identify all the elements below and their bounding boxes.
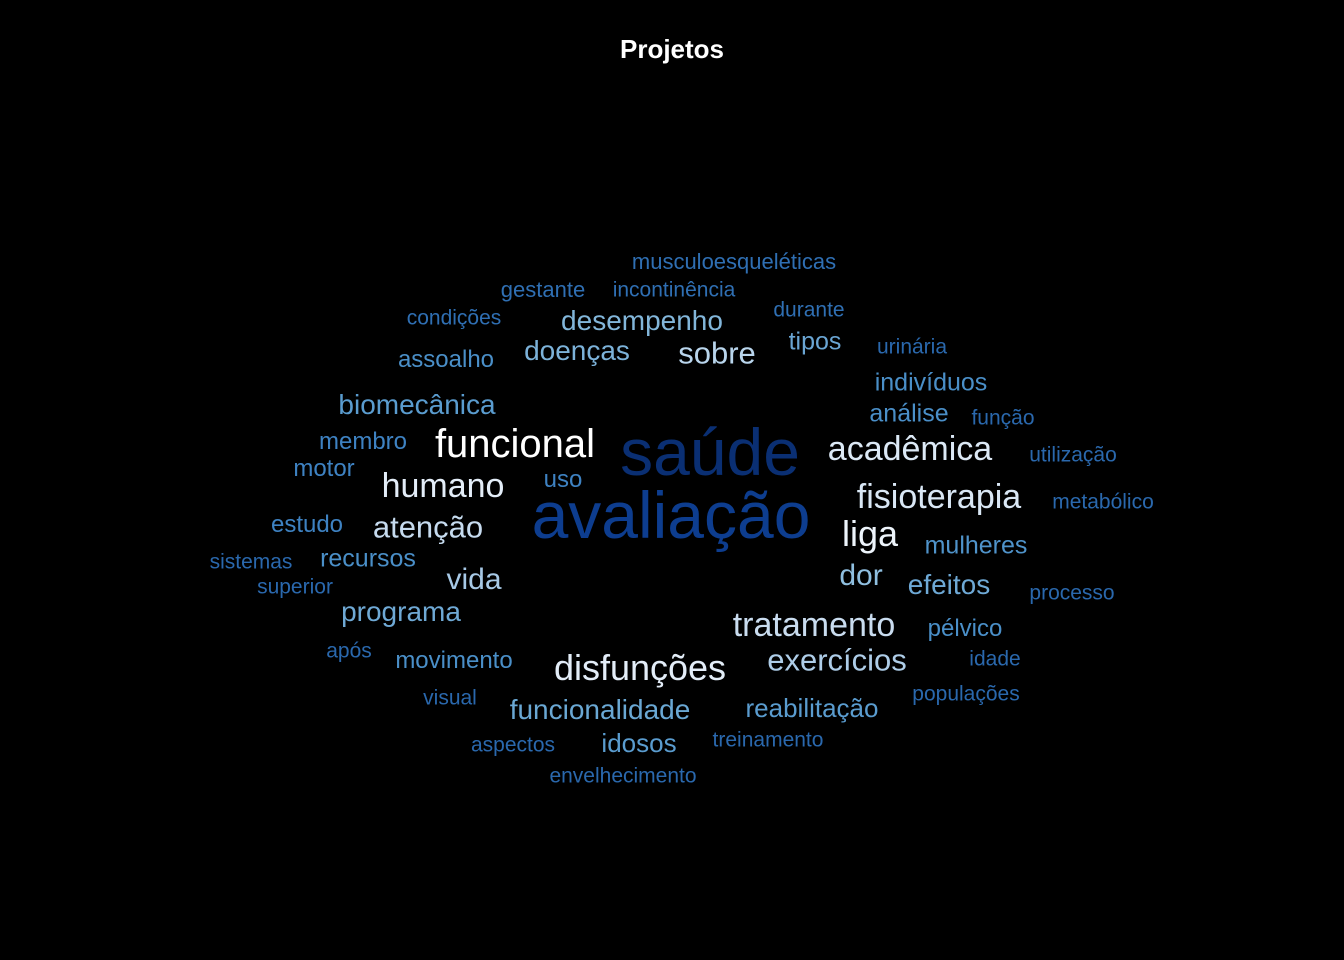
word-após: após	[326, 639, 372, 663]
word-efeitos: efeitos	[907, 569, 991, 600]
word-treinamento: treinamento	[712, 728, 824, 752]
word-membro: membro	[318, 428, 408, 455]
word-visual: visual	[423, 686, 477, 710]
word-vida: vida	[446, 563, 502, 596]
word-envelhecimento: envelhecimento	[549, 764, 697, 788]
word-movimento: movimento	[395, 647, 513, 674]
word-saúde: saúde	[620, 415, 800, 489]
word-indivíduos: indivíduos	[874, 368, 988, 397]
word-desempenho: desempenho	[561, 305, 723, 336]
word-musculoesqueléticas: musculoesqueléticas	[631, 249, 837, 274]
word-superior: superior	[257, 575, 333, 599]
word-assoalho: assoalho	[397, 346, 495, 373]
word-aspectos: aspectos	[470, 733, 556, 757]
word-incontinência: incontinência	[612, 278, 736, 302]
word-exercícios: exercícios	[767, 642, 907, 678]
word-análise: análise	[869, 399, 949, 428]
word-gestante: gestante	[500, 277, 586, 302]
word-sobre: sobre	[678, 335, 756, 371]
word-populações: populações	[912, 682, 1020, 706]
word-liga: liga	[841, 513, 899, 554]
word-dor: dor	[839, 559, 883, 592]
chart-title: Projetos	[619, 34, 725, 64]
word-urinária: urinária	[876, 335, 948, 359]
word-mulheres: mulheres	[924, 531, 1028, 560]
word-sistemas: sistemas	[209, 550, 293, 574]
word-humano: humano	[381, 467, 505, 505]
word-programa: programa	[341, 596, 461, 627]
word-atenção: atenção	[372, 509, 484, 545]
word-funcional: funcional	[434, 422, 596, 466]
word-estudo: estudo	[270, 511, 344, 538]
word-tipos: tipos	[788, 327, 842, 356]
word-motor: motor	[293, 455, 355, 482]
word-metabólico: metabólico	[1052, 490, 1154, 514]
word-reabilitação: reabilitação	[745, 693, 879, 723]
word-biomecânica: biomecânica	[338, 389, 496, 420]
word-doenças: doenças	[524, 335, 630, 366]
word-funcionalidade: funcionalidade	[509, 694, 691, 725]
word-idosos: idosos	[601, 728, 677, 758]
word-utilização: utilização	[1029, 443, 1117, 467]
word-uso: uso	[543, 466, 583, 493]
word-acadêmica: acadêmica	[827, 430, 993, 468]
word-avaliação: avaliação	[531, 478, 811, 552]
word-condições: condições	[406, 306, 502, 330]
word-tratamento: tratamento	[732, 606, 896, 644]
word-recursos: recursos	[320, 544, 416, 573]
word-função: função	[971, 406, 1035, 430]
word-disfunções: disfunções	[553, 647, 727, 688]
word-durante: durante	[773, 298, 845, 322]
word-pélvico: pélvico	[927, 615, 1003, 642]
word-processo: processo	[1029, 581, 1115, 605]
word-idade: idade	[969, 647, 1021, 671]
word-fisioterapia: fisioterapia	[856, 478, 1022, 516]
